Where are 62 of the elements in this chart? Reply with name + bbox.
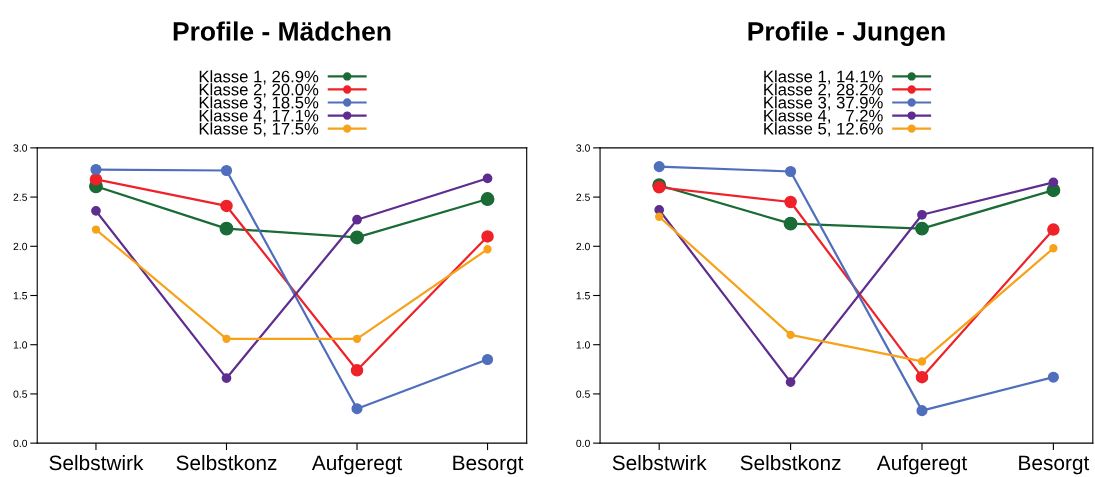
point xyxy=(1049,244,1058,253)
y-tick-label: 1.5 xyxy=(576,292,590,300)
x-tick-label: Selbstwirk xyxy=(612,454,707,471)
x-tick-label: Selbstkonz xyxy=(176,454,277,471)
point xyxy=(785,165,797,178)
y-tick-label: 1.5 xyxy=(13,292,28,300)
y-tick-label: 0.5 xyxy=(576,390,590,398)
y-tick-label: 1.0 xyxy=(13,341,28,349)
point xyxy=(916,405,928,417)
legend-label: Klasse 5, 12.6% xyxy=(764,122,883,137)
point xyxy=(90,163,102,176)
point xyxy=(915,221,929,236)
y-tick-label: 3.0 xyxy=(576,144,590,152)
point xyxy=(482,173,493,184)
point xyxy=(350,364,364,377)
chart-title: Profile - Mädchen xyxy=(173,21,391,41)
point xyxy=(481,353,494,366)
point xyxy=(915,370,929,384)
x-tick-label: Besorgt xyxy=(453,455,524,475)
point xyxy=(91,205,101,216)
point xyxy=(220,164,233,177)
point xyxy=(480,192,495,206)
y-tick-label: 0.0 xyxy=(13,439,28,448)
y-tick-label: 0.0 xyxy=(576,439,590,448)
x-tick-label: Aufgeregt xyxy=(876,454,968,475)
point xyxy=(917,357,927,366)
point xyxy=(917,209,927,220)
point xyxy=(352,334,362,343)
point xyxy=(655,212,664,221)
point xyxy=(1047,371,1059,383)
x-tick-label: Aufgeregt xyxy=(311,454,403,475)
point xyxy=(89,173,103,186)
y-tick-label: 3.0 xyxy=(13,144,28,152)
point xyxy=(483,245,492,254)
point xyxy=(784,195,797,209)
x-tick-label: Selbstwirk xyxy=(49,454,144,471)
point xyxy=(1048,177,1059,188)
point xyxy=(654,205,665,215)
point xyxy=(219,221,234,236)
point xyxy=(352,214,362,225)
point xyxy=(91,225,101,234)
chart-title: Profile - Jungen xyxy=(748,21,945,46)
y-tick-label: 2.5 xyxy=(576,193,590,201)
point xyxy=(222,334,231,343)
point xyxy=(786,330,795,340)
x-tick-label: Selbstkonz xyxy=(740,454,841,471)
y-tick-label: 2.0 xyxy=(13,242,28,251)
point xyxy=(1047,223,1060,236)
point xyxy=(783,216,798,231)
point xyxy=(220,199,233,213)
point xyxy=(481,230,494,243)
point xyxy=(653,161,665,173)
point xyxy=(221,373,232,384)
y-tick-label: 0.5 xyxy=(13,390,28,398)
y-tick-label: 2.0 xyxy=(576,242,590,251)
legend-label: Klasse 5, 17.5% xyxy=(199,122,319,137)
point xyxy=(785,377,796,387)
point xyxy=(351,403,363,415)
y-tick-label: 1.0 xyxy=(576,341,590,349)
y-tick-label: 2.5 xyxy=(13,193,28,201)
x-tick-label: Besorgt xyxy=(1019,455,1090,475)
point xyxy=(350,230,364,245)
